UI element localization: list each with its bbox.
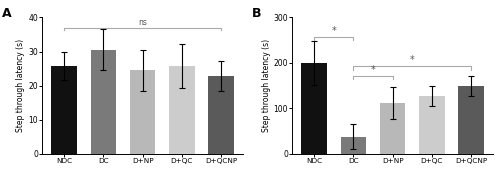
Text: A: A	[2, 6, 12, 19]
Bar	[208, 76, 234, 154]
Text: *: *	[332, 26, 336, 36]
Bar	[419, 96, 444, 154]
Bar	[302, 63, 327, 154]
Y-axis label: Step through latency (s): Step through latency (s)	[16, 39, 26, 132]
Bar	[458, 86, 484, 154]
Bar	[90, 50, 116, 154]
Text: *: *	[370, 65, 376, 75]
Y-axis label: Step through latency (s): Step through latency (s)	[262, 39, 270, 132]
Text: ns: ns	[138, 18, 147, 27]
Text: B: B	[252, 6, 262, 19]
Bar	[130, 70, 156, 154]
Bar	[52, 66, 77, 154]
Text: *: *	[410, 55, 414, 65]
Bar	[340, 137, 366, 154]
Bar	[380, 103, 406, 154]
Bar	[169, 66, 194, 154]
